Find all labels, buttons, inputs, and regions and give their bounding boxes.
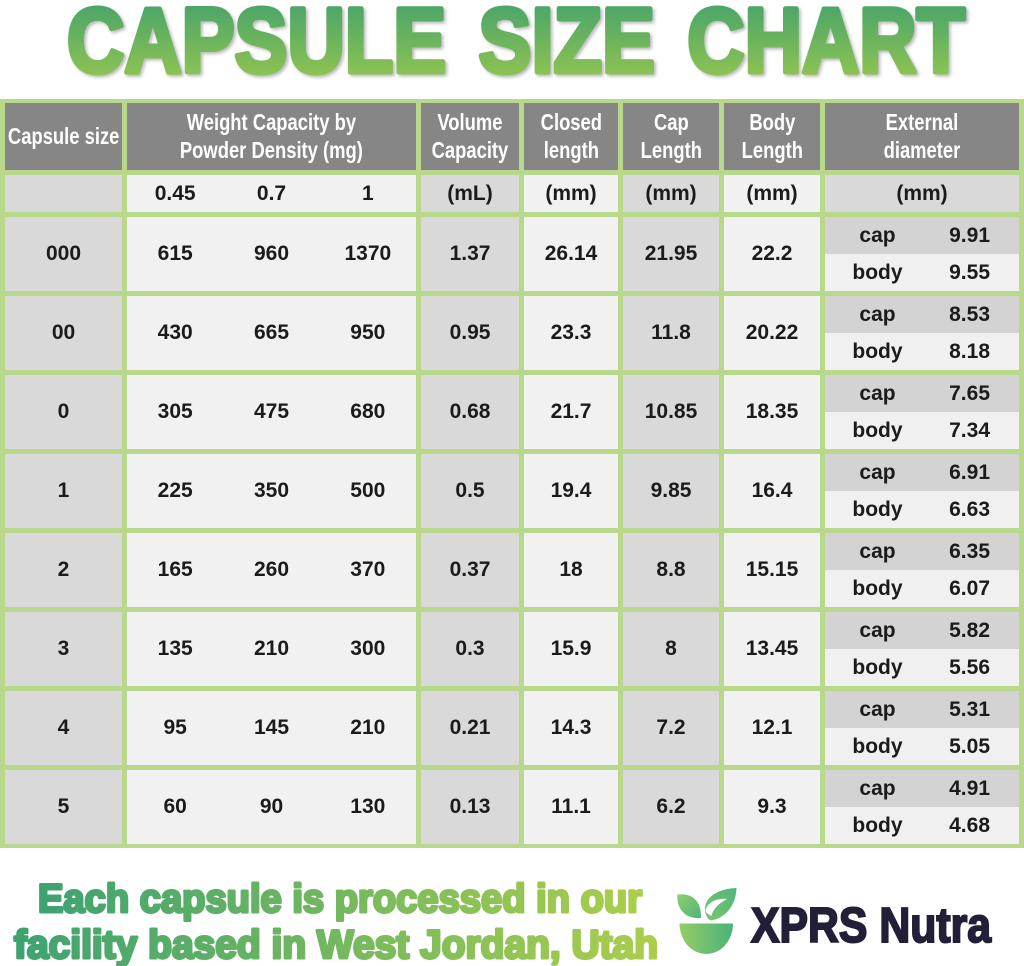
svg-text:CAPSULE SIZE CHART: CAPSULE SIZE CHART: [67, 0, 965, 92]
svg-text:XPRS Nutra: XPRS Nutra: [751, 899, 992, 953]
svg-text:Each capsule is processed in o: Each capsule is processed in our: [38, 877, 642, 921]
svg-text:facility based in West Jordan,: facility based in West Jordan, Utah: [14, 923, 658, 966]
